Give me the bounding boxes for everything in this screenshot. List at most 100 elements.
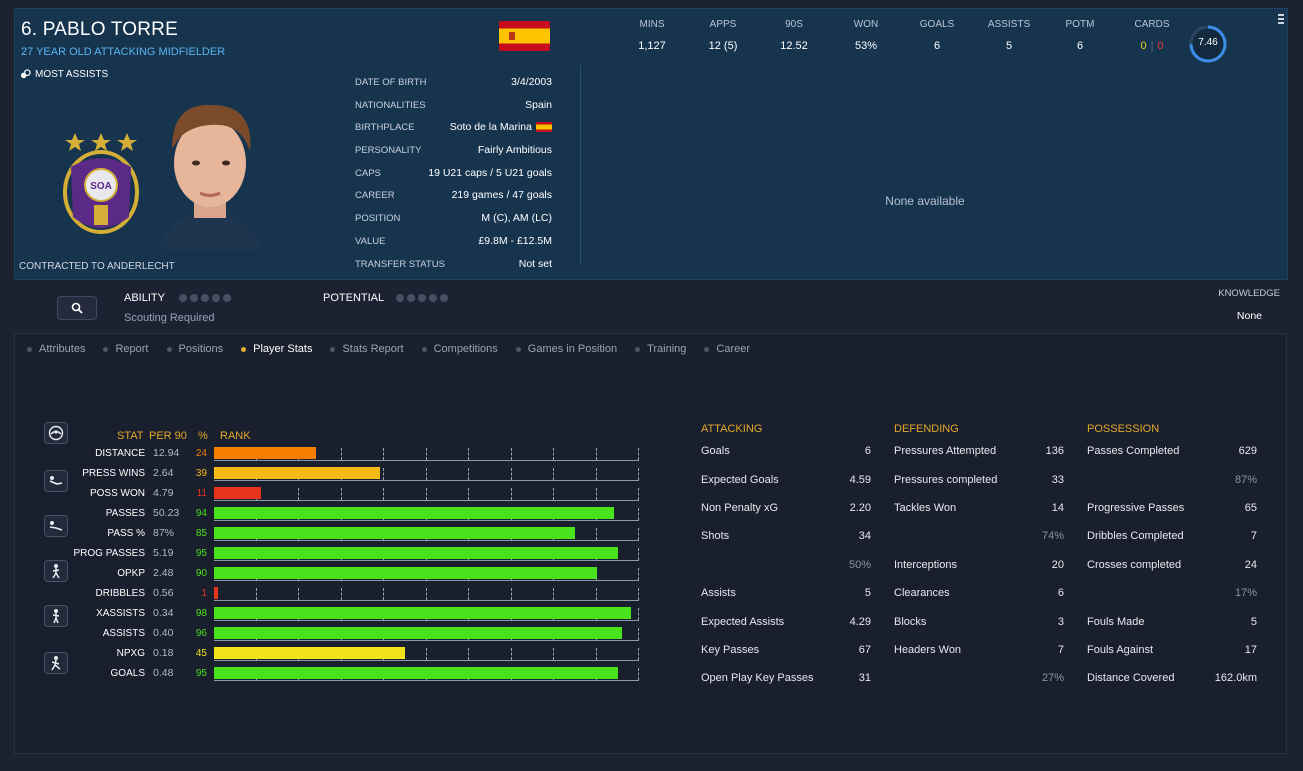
tab-label: Player Stats [253, 343, 313, 355]
possession-value: 17 [1244, 644, 1257, 656]
attacking-row: Shots 34 [701, 530, 871, 546]
trophy-icon [20, 69, 31, 79]
defending-title: DEFENDING [894, 423, 959, 435]
rating-ring [1189, 25, 1227, 63]
defending-label: Interceptions [894, 559, 957, 571]
tab-positions[interactable]: Positions [166, 343, 223, 355]
rank-bar-track [214, 607, 639, 621]
rank-grid-tick [340, 588, 342, 600]
defending-value: 3 [1057, 616, 1064, 628]
tab-attributes[interactable]: Attributes [27, 343, 85, 355]
rank-grid-tick [468, 648, 469, 660]
defending-row: Pressures completed 33 [894, 474, 1064, 490]
rank-bar [214, 587, 219, 599]
rank-grid-tick [510, 448, 512, 460]
player-portrait [160, 104, 262, 250]
attacking-title: ATTACKING [701, 423, 763, 435]
tab-competitions[interactable]: Competitions [421, 343, 498, 355]
attacking-label: Non Penalty xG [701, 502, 779, 514]
defending-row: Pressures Attempted 136 [894, 445, 1064, 461]
rank-bar-track [214, 507, 639, 521]
info-label: TRANSFER STATUS [355, 258, 445, 270]
possession-title: POSSESSION [1087, 423, 1160, 435]
tab-career[interactable]: Career [704, 343, 750, 355]
info-value: Soto de la Marina [450, 121, 552, 133]
rank-row-per90: 0.34 [153, 607, 174, 619]
info-label: CAREER [355, 190, 395, 202]
player-stats-panel: Attributes Report Positions Player Stats Sta… [14, 333, 1287, 754]
season-stat-label: MINS [639, 19, 665, 30]
tab-stats-report[interactable]: Stats Report [330, 343, 404, 355]
defending-value: 6 [1057, 587, 1064, 599]
rank-grid-tick [638, 628, 639, 640]
attacking-value: 4.59 [849, 474, 871, 486]
rank-row-label: ASSISTS [102, 628, 145, 639]
season-stat-label: 90S [785, 19, 803, 30]
attacking-label: Key Passes [701, 644, 760, 656]
info-label: DATE OF BIRTH [355, 77, 427, 88]
tab-games-in-position[interactable]: Games in Position [515, 343, 617, 355]
rank-row-per90: 0.18 [153, 647, 174, 659]
attacking-row: Expected Goals 4.59 [701, 474, 871, 490]
info-row: CAPS 19 U21 caps / 5 U21 goals [355, 164, 552, 187]
defending-row: Blocks 3 [894, 616, 1064, 632]
attacking-value: 67 [858, 644, 871, 656]
info-label: NATIONALITIES [355, 99, 426, 111]
attacking-value: 31 [858, 672, 871, 684]
possession-row: Dribbles Completed 7 [1087, 530, 1257, 546]
info-label: PERSONALITY [355, 145, 422, 157]
rank-grid-tick [425, 448, 427, 460]
tab-player-stats[interactable]: Player Stats [241, 343, 312, 355]
kebab-icon[interactable] [1277, 13, 1285, 25]
rank-grid-tick [510, 648, 512, 660]
press-icon[interactable] [44, 470, 68, 492]
possession-row: Progressive Passes 65 [1087, 502, 1257, 518]
tab-dot [166, 346, 172, 352]
season-stat: MINS 1,127 [617, 19, 687, 52]
tab-label: Training [647, 343, 687, 355]
tab-label: Stats Report [342, 343, 404, 355]
contract-label: CONTRACTED TO ANDERLECHT [19, 261, 175, 272]
possession-row: 87% [1087, 474, 1257, 490]
stat-header: STAT [117, 430, 144, 442]
tab-label: Career [716, 343, 751, 355]
possession-label: Fouls Made [1087, 616, 1145, 628]
season-stat-value: 1,127 [638, 40, 666, 52]
tab-training[interactable]: Training [635, 343, 686, 355]
red-cards: 0 [1157, 40, 1164, 52]
football-icon[interactable] [44, 422, 68, 444]
possession-value: 17% [1234, 587, 1257, 599]
tab-dot [421, 346, 427, 352]
attacking-value: 5 [864, 587, 871, 599]
info-value-text: Not set [518, 257, 552, 270]
tab-report[interactable]: Report [103, 343, 149, 355]
rank-grid-tick [638, 528, 639, 540]
rank-row-per90: 0.48 [153, 667, 174, 679]
rank-bar [214, 527, 576, 539]
rank-row-per90: 2.48 [153, 567, 174, 579]
scout-search-button[interactable] [57, 296, 97, 320]
info-label: VALUE [355, 235, 386, 247]
defending-label: Clearances [894, 587, 950, 599]
tackle-icon[interactable] [44, 515, 68, 537]
runner-icon[interactable] [44, 560, 68, 582]
attacking-label: Expected Assists [701, 616, 785, 628]
rank-bar [214, 507, 614, 519]
player-header-panel: 6. PABLO TORRE 27 YEAR OLD ATTACKING MID… [14, 8, 1288, 280]
rank-grid-tick [383, 588, 384, 600]
rank-grid-tick [595, 448, 597, 460]
info-value: 3/4/2003 [511, 76, 552, 88]
knowledge-value: None [1236, 310, 1262, 322]
rank-grid-tick [638, 488, 639, 500]
ability-text: ABILITY [124, 292, 165, 304]
attacking-row: Goals 6 [701, 445, 871, 461]
defending-value: 33 [1051, 474, 1064, 486]
rank-row-label: PASS % [107, 528, 145, 539]
rank-row-pct: 24 [195, 448, 207, 459]
rank-grid-tick [638, 468, 639, 480]
rank-grid-tick [425, 588, 427, 600]
attacking-label: Open Play Key Passes [701, 672, 814, 684]
striker-icon[interactable] [44, 652, 68, 674]
info-value: Not set [519, 258, 552, 270]
walker-icon[interactable] [44, 605, 68, 627]
